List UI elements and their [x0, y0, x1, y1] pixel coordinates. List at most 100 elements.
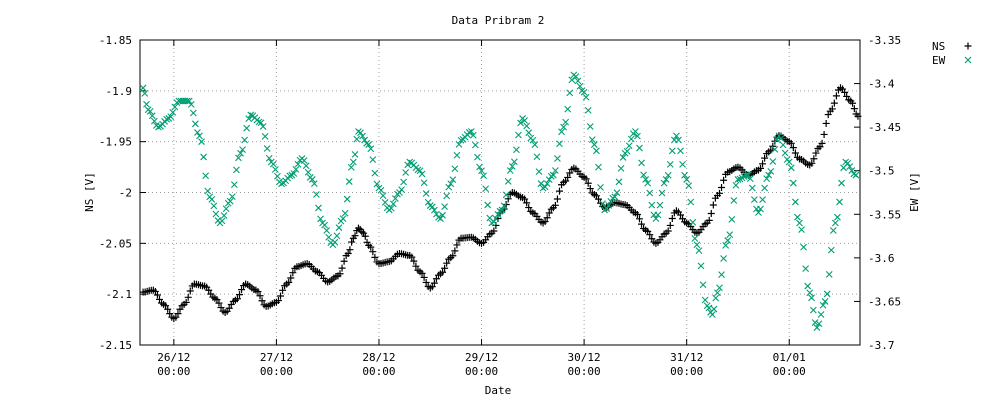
data-sample: [451, 165, 459, 173]
data-sample: [769, 158, 777, 165]
data-sample: [829, 227, 837, 234]
data-sample: [523, 122, 531, 130]
y2-tick-label: -3.4: [868, 78, 895, 91]
data-sample: [656, 201, 664, 209]
data-sample: [648, 201, 656, 209]
data-sample: [335, 224, 343, 232]
data-sample: [348, 238, 356, 246]
data-sample: [164, 305, 172, 313]
data-sample: [492, 215, 500, 222]
data-sample: [258, 297, 266, 305]
data-sample: [289, 269, 297, 277]
data-sample: [593, 147, 600, 155]
data-sample: [619, 201, 627, 209]
data-point: [406, 158, 414, 166]
data-sample: [291, 264, 299, 272]
data-sample: [566, 169, 574, 177]
data-sample: [823, 290, 831, 298]
data-sample: [578, 172, 586, 180]
data-sample: [517, 193, 525, 201]
y2-tick-label: -3.55: [868, 208, 901, 221]
data-sample: [254, 288, 262, 296]
data-sample: [572, 73, 580, 80]
data-sample: [564, 105, 572, 113]
data-sample: [343, 195, 351, 203]
data-sample: [748, 184, 756, 192]
data-point: [755, 209, 762, 216]
data-sample: [640, 171, 647, 179]
data-sample: [346, 246, 354, 254]
data-sample: [830, 99, 838, 107]
data-sample: [666, 221, 674, 229]
data-sample: [340, 257, 348, 265]
data-sample: [496, 207, 504, 215]
data-sample: [607, 197, 615, 205]
data-sample: [256, 292, 264, 300]
data-sample: [588, 136, 596, 143]
data-sample: [752, 167, 760, 175]
data-sample: [271, 166, 279, 173]
data-sample: [794, 213, 801, 221]
data-sample: [199, 282, 207, 290]
data-point: [744, 171, 752, 179]
data-sample: [276, 178, 283, 186]
data-sample: [371, 169, 379, 177]
data-sample: [449, 176, 457, 184]
data-sample: [553, 195, 561, 203]
data-sample: [767, 167, 775, 175]
data-sample: [521, 117, 529, 124]
data-sample: [169, 109, 177, 116]
data-sample: [220, 212, 228, 219]
data-sample: [804, 160, 812, 168]
data-sample: [150, 117, 158, 125]
data-sample: [174, 310, 182, 318]
data-sample: [194, 129, 201, 136]
data-sample: [541, 183, 549, 191]
data-sample: [490, 218, 498, 226]
data-sample: [351, 150, 359, 158]
data-sample: [685, 182, 693, 190]
data-point: [683, 176, 691, 183]
data-sample: [716, 284, 723, 292]
data-point: [765, 171, 773, 179]
series-ew-samples: [141, 73, 858, 328]
data-point: [257, 119, 265, 127]
data-sample: [233, 295, 241, 303]
data-sample: [337, 217, 345, 225]
x-tick-label-time: 00:00: [465, 365, 498, 378]
data-sample: [379, 192, 387, 200]
data-sample: [222, 205, 230, 213]
data-point: [478, 167, 485, 175]
data-sample: [209, 293, 217, 301]
x-tick-label-date: 30/12: [568, 351, 601, 364]
y2-tick-label: -3.5: [868, 165, 895, 178]
data-sample: [812, 149, 820, 157]
data-sample: [331, 238, 339, 246]
x-tick-label-date: 31/12: [670, 351, 703, 364]
data-sample: [705, 216, 713, 224]
legend-marker-ew: [964, 56, 972, 64]
data-sample: [802, 265, 810, 273]
chart-title: Data Pribram 2: [452, 14, 545, 27]
data-sample: [668, 215, 676, 223]
data-sample: [371, 253, 379, 261]
data-sample: [263, 145, 271, 152]
data-sample: [695, 247, 703, 254]
data-sample: [849, 99, 857, 107]
data-sample: [595, 163, 602, 171]
data-sample: [660, 179, 668, 187]
y2-tick-label: -3.35: [868, 34, 901, 47]
data-sample: [710, 305, 718, 313]
x-tick-label-date: 27/12: [260, 351, 293, 364]
data-sample: [243, 124, 251, 132]
data-sample: [250, 286, 258, 294]
data-sample: [720, 176, 728, 184]
data-sample: [361, 232, 369, 240]
data-sample: [240, 282, 248, 290]
data-sample: [239, 146, 246, 154]
data-sample: [541, 218, 549, 226]
data-sample: [646, 231, 654, 239]
data-sample: [551, 201, 559, 209]
data-sample: [302, 162, 310, 170]
